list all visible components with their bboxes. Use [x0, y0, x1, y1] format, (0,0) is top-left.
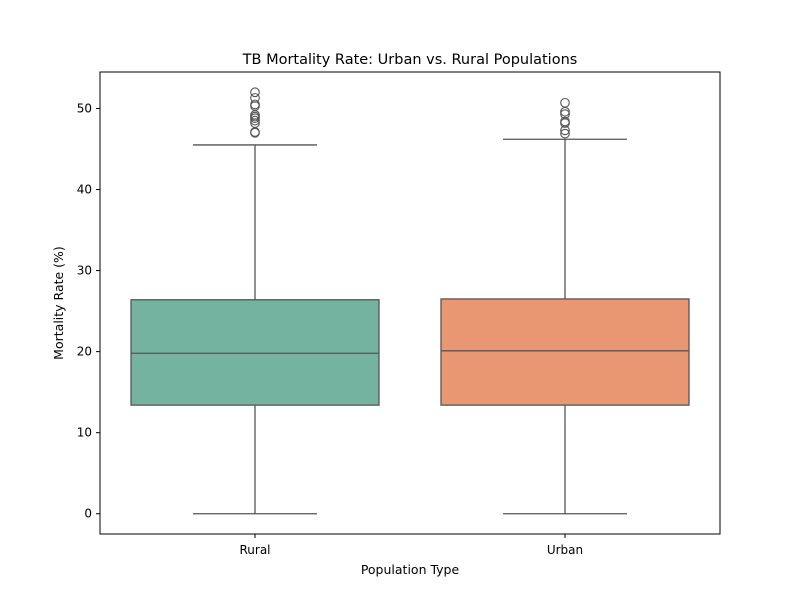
x-axis-label: Population Type	[361, 562, 460, 577]
outlier-point	[560, 97, 570, 108]
outlier-point	[560, 128, 570, 139]
iqr-box	[130, 299, 380, 406]
x-axis: Rural Urban	[239, 534, 583, 557]
y-tick-label: 50	[77, 101, 92, 115]
y-tick-label: 0	[84, 507, 92, 521]
outlier-point	[250, 87, 260, 98]
outlier-point	[250, 99, 260, 110]
y-tick-label: 30	[77, 264, 92, 278]
box-rural	[130, 87, 380, 515]
outlier-point	[250, 93, 260, 103]
outlier-point	[560, 116, 570, 127]
y-tick-label: 10	[77, 426, 92, 440]
chart-title: TB Mortality Rate: Urban vs. Rural Popul…	[242, 52, 578, 68]
plot-frame	[99, 71, 721, 535]
y-axis-label: Mortality Rate (%)	[51, 246, 66, 360]
outlier-point	[560, 109, 570, 119]
iqr-box	[440, 298, 690, 406]
y-tick-label: 20	[77, 345, 92, 359]
y-axis: 0 10 20 30 40 50	[77, 101, 100, 521]
y-tick-label: 40	[77, 183, 92, 197]
plot-area	[130, 87, 690, 515]
x-tick-label-rural: Rural	[239, 543, 270, 557]
outlier-point	[250, 115, 260, 126]
x-tick-label-urban: Urban	[547, 543, 583, 557]
box-urban	[440, 97, 690, 515]
